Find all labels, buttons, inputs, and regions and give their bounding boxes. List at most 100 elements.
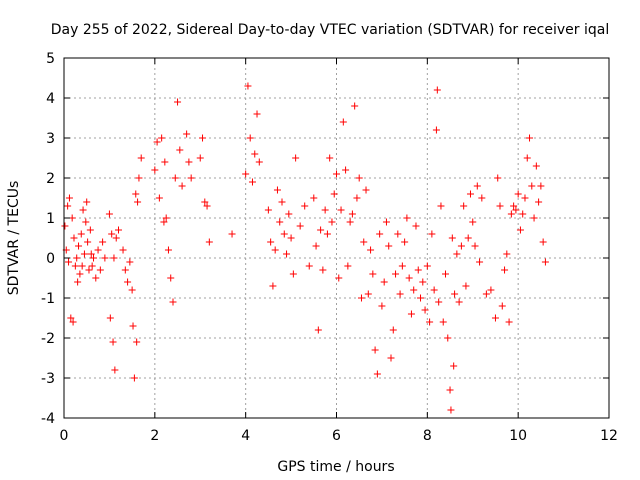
y-tick-label: -4	[41, 411, 55, 427]
chart-title: Day 255 of 2022, Sidereal Day-to-day VTE…	[51, 22, 609, 38]
y-tick-label: 2	[46, 171, 55, 187]
data-point	[535, 198, 543, 206]
data-point	[353, 194, 361, 202]
data-point	[439, 318, 447, 326]
data-point	[367, 246, 375, 254]
data-point	[428, 230, 436, 238]
data-point	[437, 202, 445, 210]
y-axis-title: SDTVAR / TECUs	[6, 181, 22, 296]
data-point	[487, 286, 495, 294]
data-point	[187, 174, 195, 182]
data-point	[65, 194, 73, 202]
data-point	[505, 318, 513, 326]
data-point	[471, 242, 479, 250]
data-point	[251, 150, 259, 158]
data-point	[385, 242, 393, 250]
data-point	[398, 262, 406, 270]
data-point	[201, 198, 209, 206]
data-point	[285, 210, 293, 218]
data-point	[74, 278, 82, 286]
data-point	[457, 242, 465, 250]
data-point	[421, 306, 429, 314]
data-point	[389, 326, 397, 334]
data-point	[501, 266, 509, 274]
data-point	[289, 270, 297, 278]
data-point	[135, 174, 143, 182]
data-point	[414, 266, 422, 274]
x-tick-label: 2	[150, 428, 159, 444]
data-point	[396, 290, 404, 298]
data-point	[333, 170, 340, 178]
data-point	[101, 254, 109, 262]
data-point	[305, 262, 313, 270]
data-point	[110, 254, 118, 262]
data-point	[84, 238, 92, 246]
data-point	[161, 158, 169, 166]
data-point	[108, 230, 116, 238]
data-point	[162, 214, 170, 222]
data-point	[496, 202, 504, 210]
data-point	[455, 298, 463, 306]
data-point	[537, 182, 545, 190]
data-point	[78, 262, 86, 270]
data-point	[382, 218, 390, 226]
y-tick-label: -2	[41, 331, 55, 347]
data-point	[119, 246, 127, 254]
data-point	[526, 134, 534, 142]
data-point	[376, 230, 384, 238]
data-point	[301, 202, 309, 210]
data-point	[94, 246, 102, 254]
data-point	[447, 406, 455, 414]
data-point	[507, 210, 515, 218]
data-point	[512, 206, 520, 214]
data-point	[109, 338, 117, 346]
data-point	[167, 274, 175, 282]
data-point	[171, 174, 179, 182]
data-point	[321, 206, 329, 214]
data-point	[312, 242, 320, 250]
x-tick-label: 4	[241, 428, 250, 444]
data-point	[539, 238, 547, 246]
data-point	[503, 250, 511, 258]
x-tick-label: 0	[60, 428, 69, 444]
data-point	[86, 226, 94, 234]
x-tick-label: 6	[332, 428, 341, 444]
data-point	[342, 166, 350, 174]
data-point	[69, 318, 77, 326]
data-point	[271, 246, 279, 254]
data-point	[442, 270, 449, 278]
data-point	[185, 158, 193, 166]
y-tick-label: 5	[46, 51, 55, 67]
data-points	[61, 82, 549, 414]
data-point	[205, 238, 213, 246]
data-point	[203, 202, 211, 210]
data-point	[532, 162, 540, 170]
data-point	[242, 170, 250, 178]
data-point	[466, 190, 474, 198]
data-point	[64, 202, 72, 210]
data-point	[362, 186, 370, 194]
y-tick-label: -3	[41, 371, 55, 387]
y-tick-label: -1	[41, 291, 55, 307]
data-point	[169, 298, 177, 306]
data-point	[67, 314, 75, 322]
data-point	[164, 246, 172, 254]
data-point	[246, 134, 254, 142]
data-point	[392, 270, 400, 278]
data-point	[121, 266, 129, 274]
data-point	[330, 190, 338, 198]
data-point	[77, 230, 85, 238]
data-point	[451, 290, 459, 298]
data-point	[473, 182, 481, 190]
data-point	[248, 178, 256, 186]
data-point	[516, 226, 524, 234]
data-point	[133, 338, 141, 346]
data-point	[155, 194, 163, 202]
data-point	[541, 258, 549, 266]
data-point	[510, 202, 518, 210]
data-point	[460, 202, 468, 210]
data-point	[126, 258, 134, 266]
data-point	[151, 166, 159, 174]
data-point	[410, 286, 418, 294]
